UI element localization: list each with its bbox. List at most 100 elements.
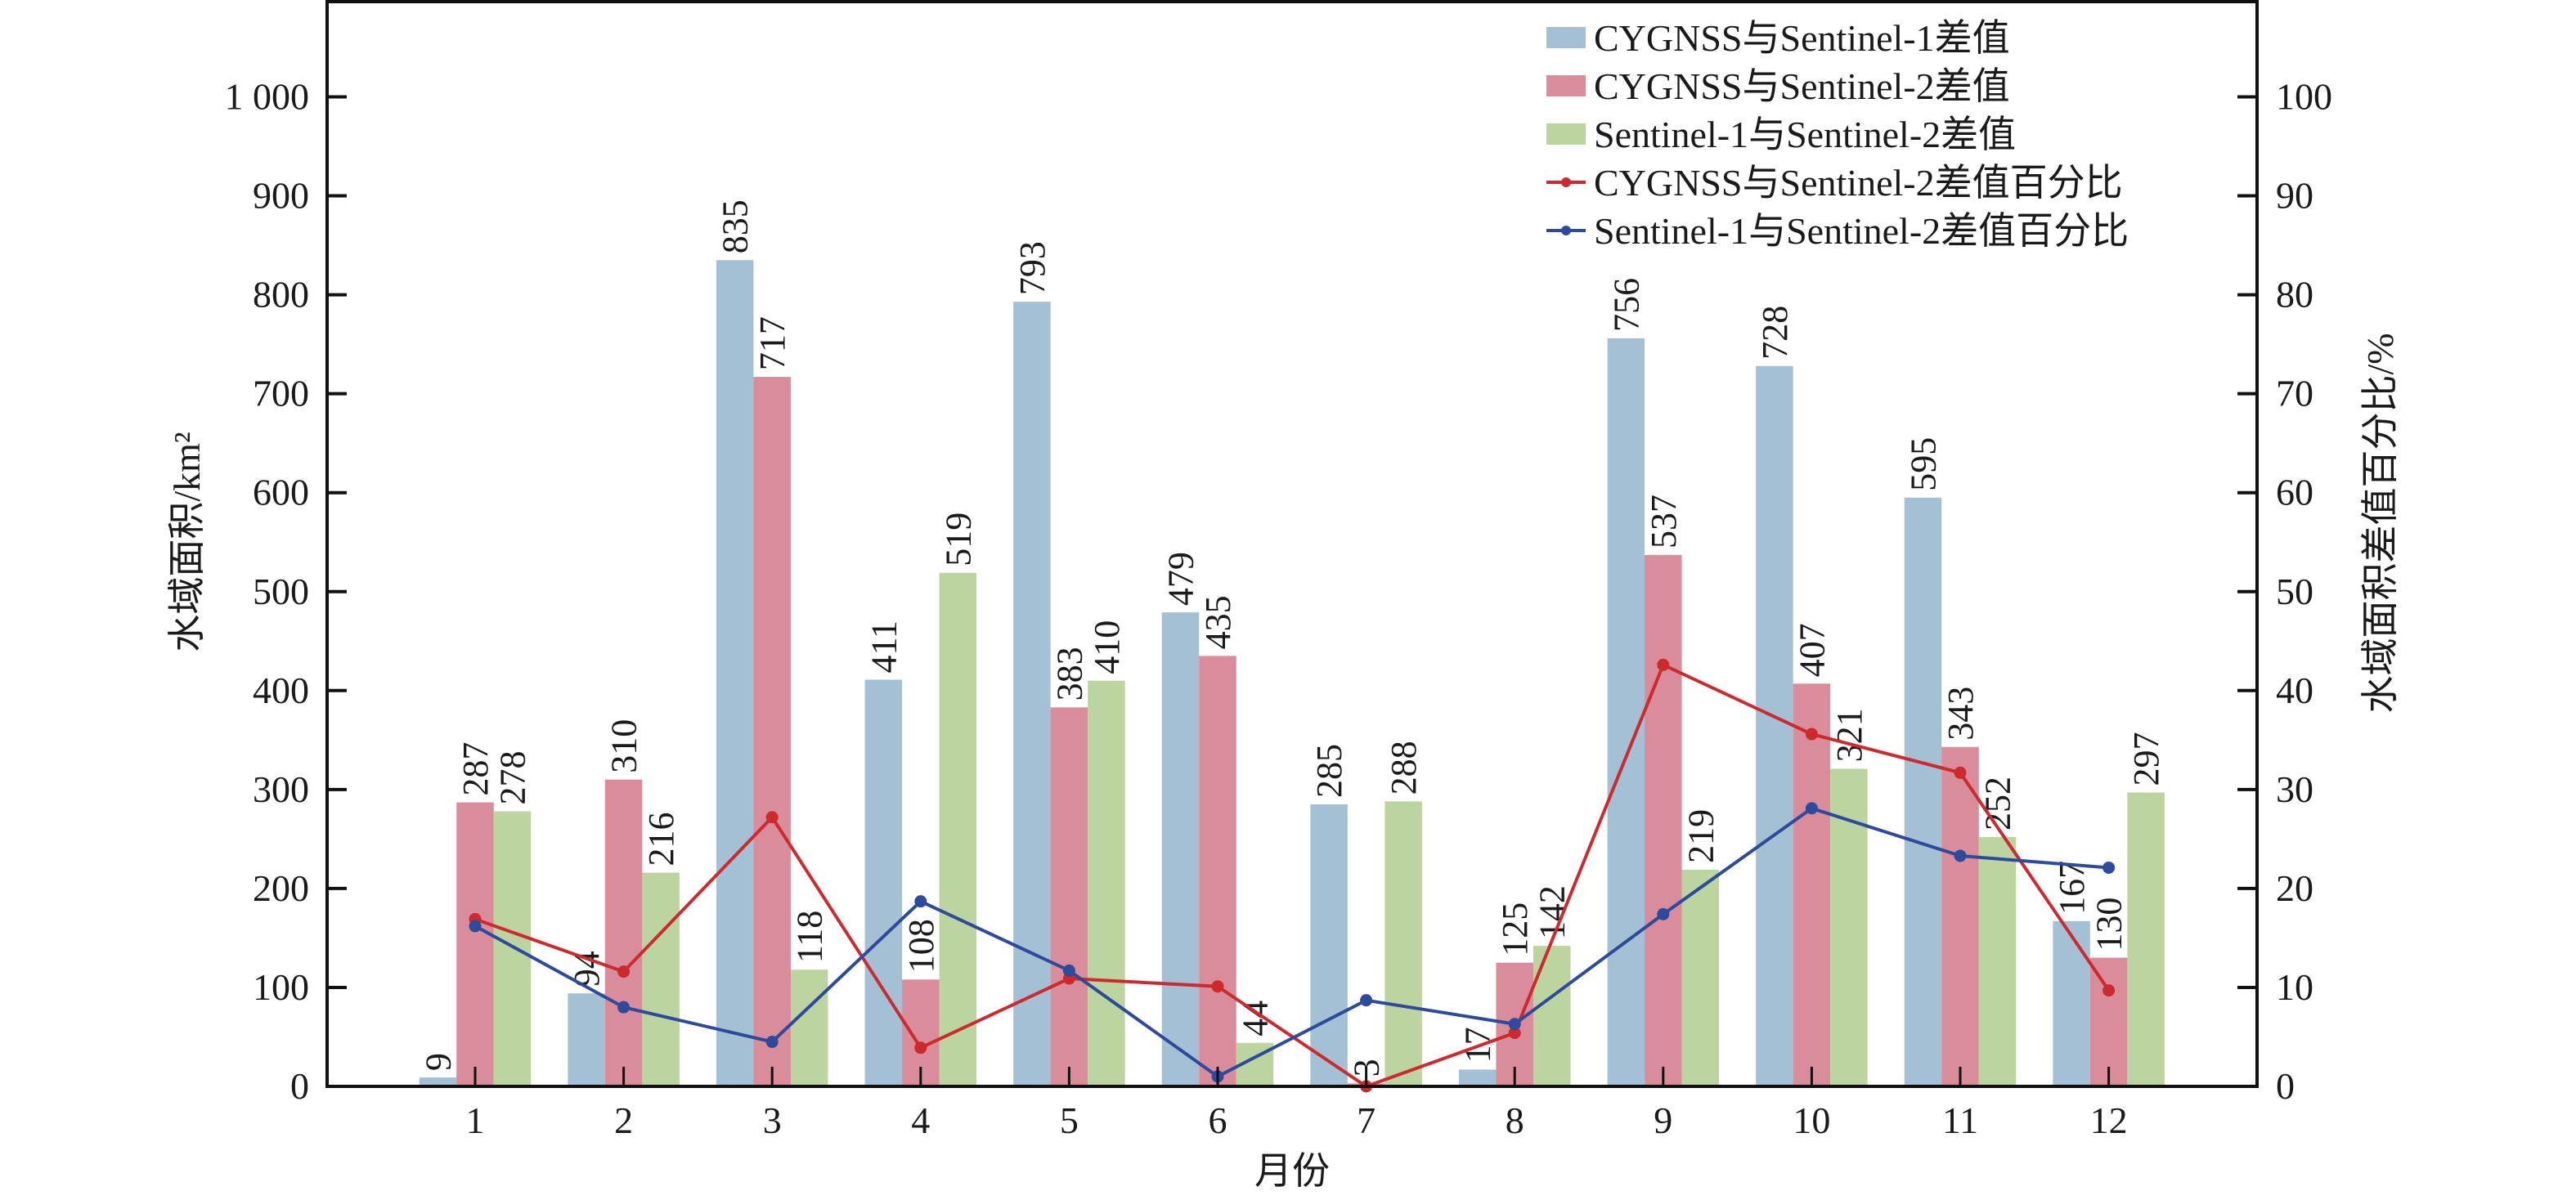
- bar-3-month-5: [1088, 680, 1125, 1086]
- y-tick-label: 500: [253, 571, 309, 612]
- line-point-3-month-10: [1805, 728, 1818, 741]
- bar-1-month-7: [1310, 804, 1348, 1086]
- bar-1-month-6: [1161, 612, 1200, 1086]
- line-point-4-month-10: [1805, 802, 1818, 815]
- y-right-tick-label: 90: [2276, 175, 2313, 217]
- x-tick-label: 9: [1654, 1099, 1672, 1141]
- lines-layer: [469, 658, 2116, 1093]
- x-tick-label: 5: [1060, 1099, 1079, 1141]
- x-tick-label: 4: [911, 1099, 930, 1141]
- line-point-3-month-8: [1508, 1027, 1521, 1040]
- y-tick-label: 0: [290, 1065, 309, 1107]
- bar-data-label: 285: [1309, 744, 1349, 798]
- y-right-tick-label: 0: [2276, 1065, 2295, 1107]
- bar-2-month-3: [753, 377, 791, 1086]
- bar-data-label: 383: [1049, 647, 1089, 701]
- legend-label: CYGNSS与Sentinel-2差值百分比: [1594, 162, 2123, 204]
- bar-2-month-11: [1941, 746, 1979, 1086]
- line-point-4-month-8: [1508, 1018, 1521, 1031]
- bar-1-month-12: [2053, 920, 2090, 1086]
- y-axis-title: 水域面积/km²: [166, 432, 208, 651]
- line-point-3-month-12: [2103, 984, 2116, 997]
- bar-data-label: 835: [716, 199, 756, 253]
- bar-data-label: 288: [1384, 741, 1424, 795]
- bar-2-month-10: [1793, 683, 1831, 1086]
- legend-swatch-1: [1546, 75, 1586, 96]
- x-tick-label: 10: [1793, 1099, 1830, 1141]
- line-series-3: [474, 662, 2111, 1089]
- line-point-4-month-1: [469, 920, 482, 933]
- bar-3-month-4: [939, 572, 977, 1086]
- x-tick-label: 6: [1209, 1099, 1227, 1141]
- legend-marker-4: [1561, 226, 1571, 235]
- bar-1-month-1: [419, 1077, 457, 1086]
- bar-1-month-8: [1458, 1069, 1497, 1086]
- x-tick-label: 1: [466, 1099, 485, 1141]
- bar-data-label: 297: [2126, 732, 2166, 786]
- line-point-4-month-2: [617, 1001, 631, 1014]
- bar-data-label: 793: [1012, 241, 1052, 295]
- bar-data-label: 717: [752, 316, 792, 370]
- y-tick-label: 400: [253, 669, 309, 711]
- bars-layer: [419, 260, 2165, 1087]
- axes-layer: 0 100 200 300 400 500 600 700 800 900 1 000 0 10 20 30…: [225, 76, 2333, 1142]
- y-right-tick-label: 80: [2276, 274, 2313, 316]
- bar-data-label: 9: [419, 1053, 459, 1071]
- y-right-tick-label: 60: [2276, 472, 2313, 513]
- bar-data-label: 595: [1904, 437, 1944, 491]
- bar-data-label: 252: [1978, 777, 2018, 831]
- bar-3-month-12: [2127, 792, 2165, 1086]
- line-point-3-month-6: [1211, 980, 1224, 993]
- bar-1-month-9: [1607, 338, 1645, 1086]
- bar-2-month-12: [2089, 957, 2128, 1086]
- bar-data-label: 108: [901, 919, 941, 973]
- bar-3-month-11: [1978, 836, 2017, 1086]
- bar-data-label: 219: [1681, 809, 1721, 863]
- bar-data-label: 125: [1495, 902, 1535, 956]
- x-tick-label: 8: [1506, 1099, 1524, 1141]
- x-tick-label: 12: [2090, 1099, 2128, 1141]
- y-tick-label: 300: [253, 768, 309, 810]
- bar-3-month-1: [493, 811, 532, 1086]
- bar-2-month-6: [1199, 656, 1236, 1086]
- bar-1-month-2: [568, 993, 605, 1086]
- x-axis-title: 月份: [1254, 1150, 1330, 1192]
- bar-3-month-7: [1384, 801, 1422, 1086]
- line-series-4: [474, 806, 2109, 1079]
- bar-data-label: 130: [2089, 898, 2129, 951]
- y-tick-label: 100: [253, 966, 309, 1008]
- legend-label: CYGNSS与Sentinel-2差值: [1594, 65, 2010, 107]
- legend-label: Sentinel-1与Sentinel-2差值百分比: [1594, 210, 2129, 252]
- bar-data-label: 519: [938, 513, 978, 566]
- bar-data-label: 278: [493, 750, 533, 804]
- line-point-4-month-12: [2103, 861, 2116, 874]
- line-point-4-month-3: [765, 1036, 779, 1049]
- line-point-3-month-11: [1954, 766, 1967, 779]
- plot-frame: [325, 0, 2259, 1088]
- bar-data-label: 310: [604, 719, 644, 773]
- y-tick-label: 1 000: [225, 76, 310, 118]
- bar-3-month-8: [1533, 946, 1571, 1086]
- y-right-tick-label: 30: [2276, 768, 2313, 810]
- y-right-tick-label: 70: [2276, 373, 2313, 414]
- legend-swatch-2: [1546, 123, 1586, 145]
- bar-data-label: 167: [2052, 861, 2092, 915]
- bar-data-label: 118: [790, 911, 830, 963]
- bar-2-month-9: [1645, 554, 1682, 1086]
- bar-data-label: 537: [1644, 495, 1684, 549]
- bar-data-label: 728: [1755, 306, 1795, 360]
- line-point-4-month-9: [1657, 907, 1670, 920]
- bar-3-month-2: [642, 872, 680, 1086]
- line-point-4-month-7: [1360, 994, 1373, 1007]
- bar-2-month-2: [604, 779, 643, 1086]
- x-tick-label: 11: [1942, 1099, 1978, 1141]
- y-tick-label: 200: [253, 867, 309, 909]
- bar-3-month-9: [1681, 869, 1720, 1086]
- line-point-3-month-9: [1657, 658, 1670, 671]
- x-tick-label: 2: [614, 1099, 633, 1141]
- bar-data-label: 479: [1161, 552, 1201, 606]
- line-point-3-month-2: [617, 965, 631, 978]
- bar-data-label: 411: [864, 620, 904, 673]
- bar-2-month-5: [1050, 707, 1088, 1086]
